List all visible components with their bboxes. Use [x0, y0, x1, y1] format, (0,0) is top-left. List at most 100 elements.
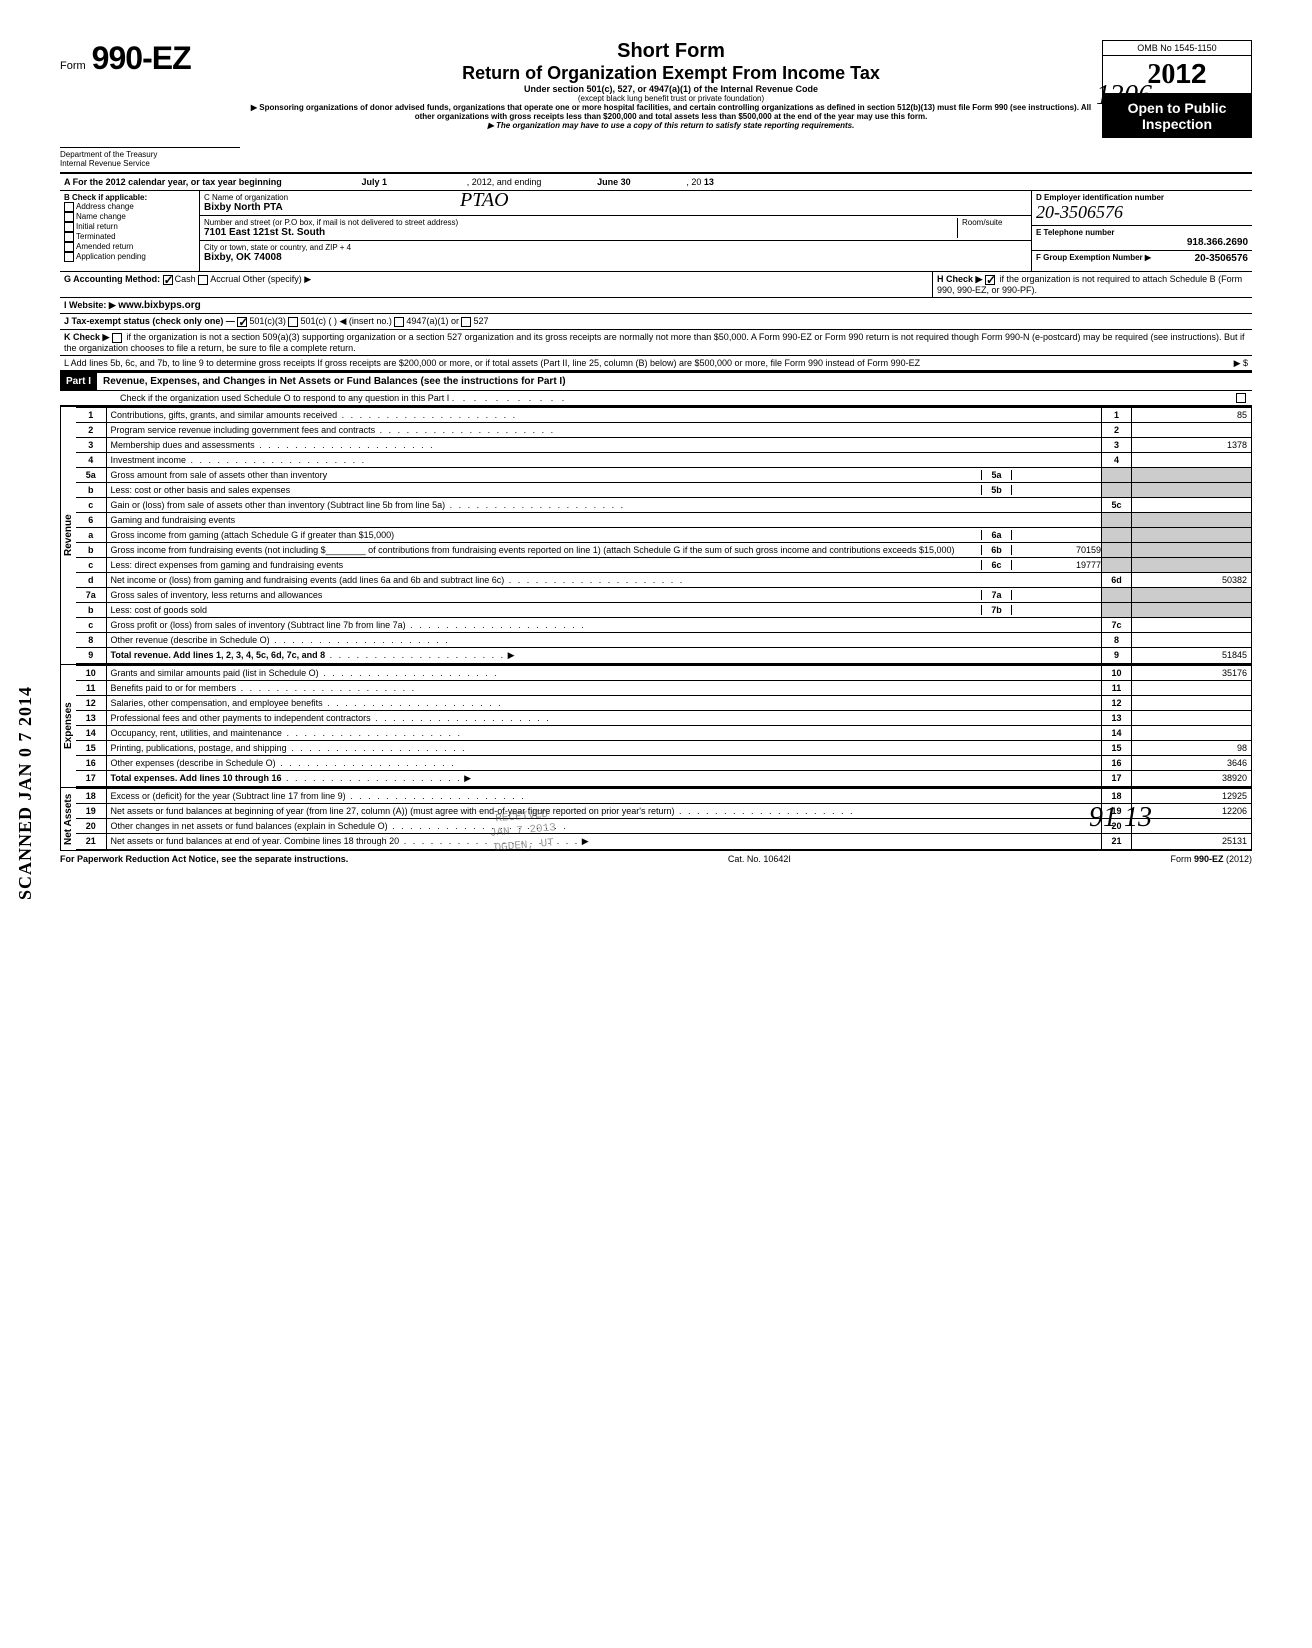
- line-19: 19Net assets or fund balances at beginni…: [76, 804, 1252, 819]
- line-13: 13Professional fees and other payments t…: [76, 711, 1252, 726]
- phone: 918.366.2690: [1036, 237, 1248, 248]
- ptao-handwritten: PTAO: [460, 189, 509, 212]
- line-7c: cGross profit or (loss) from sales of in…: [76, 618, 1252, 633]
- netassets-side-label: Net Assets: [60, 788, 76, 850]
- check-501c3[interactable]: [237, 317, 247, 327]
- org-name: Bixby North PTA: [204, 202, 283, 213]
- line-5c: cGain or (loss) from sale of assets othe…: [76, 498, 1252, 513]
- subtitle-2: (except black lung benefit trust or priv…: [250, 94, 1092, 103]
- line-2: 2Program service revenue including gover…: [76, 423, 1252, 438]
- c-label: C Name of organization: [204, 193, 288, 202]
- f-label: F Group Exemption Number ▶: [1036, 253, 1151, 262]
- line-1: 1Contributions, gifts, grants, and simil…: [76, 408, 1252, 423]
- check-initial-return[interactable]: [64, 222, 74, 232]
- form-number: 990-EZ: [92, 40, 191, 77]
- page-footer: For Paperwork Reduction Act Notice, see …: [60, 850, 1252, 864]
- line-11: 11Benefits paid to or for members11: [76, 681, 1252, 696]
- org-street: 7101 East 121st St. South: [204, 227, 325, 238]
- irs: Internal Revenue Service: [60, 159, 240, 168]
- part-1-header: Part I Revenue, Expenses, and Changes in…: [60, 372, 1252, 391]
- revenue-side-label: Revenue: [60, 407, 76, 664]
- expenses-side-label: Expenses: [60, 665, 76, 787]
- form-word: Form: [60, 60, 86, 72]
- check-address-change[interactable]: [64, 202, 74, 212]
- check-cash[interactable]: [163, 275, 173, 285]
- form-header: Form 990-EZ Department of the Treasury I…: [60, 40, 1252, 168]
- check-4947[interactable]: [394, 317, 404, 327]
- line-17: 17Total expenses. Add lines 10 through 1…: [76, 771, 1252, 787]
- j-label: J Tax-exempt status (check only one) —: [64, 316, 235, 326]
- line-8: 8Other revenue (describe in Schedule O)8: [76, 633, 1252, 648]
- line-5a: 5aGross amount from sale of assets other…: [76, 468, 1252, 483]
- line-5b: bLess: cost or other basis and sales exp…: [76, 483, 1252, 498]
- g-label: G Accounting Method:: [64, 274, 160, 284]
- check-name-change[interactable]: [64, 212, 74, 222]
- line-6: 6Gaming and fundraising events: [76, 513, 1252, 528]
- line-21: 21Net assets or fund balances at end of …: [76, 834, 1252, 850]
- b-label: B Check if applicable:: [64, 193, 195, 202]
- i-label: I Website: ▶: [64, 300, 116, 310]
- period-year: 13: [704, 177, 714, 187]
- line-15: 15Printing, publications, postage, and s…: [76, 741, 1252, 756]
- revenue-section: Revenue 1Contributions, gifts, grants, a…: [60, 406, 1252, 664]
- return-title: Return of Organization Exempt From Incom…: [250, 63, 1092, 84]
- line-7b: bLess: cost of goods sold7b: [76, 603, 1252, 618]
- check-amended[interactable]: [64, 242, 74, 252]
- line-16: 16Other expenses (describe in Schedule O…: [76, 756, 1252, 771]
- line-18: 18Excess or (deficit) for the year (Subt…: [76, 789, 1252, 804]
- expenses-section: Expenses 10Grants and similar amounts pa…: [60, 664, 1252, 787]
- subtitle-4: ▶ The organization may have to use a cop…: [250, 121, 1092, 130]
- d-label: D Employer identification number: [1036, 193, 1164, 202]
- e-label: E Telephone number: [1036, 228, 1115, 237]
- website: www.bixbyps.org: [118, 300, 200, 311]
- room-suite-label: Room/suite: [957, 218, 1027, 238]
- address-block: B Check if applicable: Address change Na…: [60, 191, 1252, 272]
- group-exemption: 20-3506576: [1195, 253, 1248, 264]
- line-12: 12Salaries, other compensation, and empl…: [76, 696, 1252, 711]
- check-terminated[interactable]: [64, 232, 74, 242]
- ein: 20-3506576: [1036, 202, 1123, 222]
- h-text: if the organization is not required to a…: [937, 274, 1242, 295]
- l-text: L Add lines 5b, 6c, and 7b, to line 9 to…: [64, 358, 920, 368]
- c-addr-label: Number and street (or P.O box, if mail i…: [204, 218, 458, 227]
- check-527[interactable]: [461, 317, 471, 327]
- dept-treasury: Department of the Treasury: [60, 147, 240, 159]
- check-accrual[interactable]: [198, 275, 208, 285]
- part1-check-text: Check if the organization used Schedule …: [120, 393, 449, 403]
- line-3: 3Membership dues and assessments31378: [76, 438, 1252, 453]
- subtitle-1: Under section 501(c), 527, or 4947(a)(1)…: [250, 84, 1092, 94]
- omb-number: OMB No 1545-1150: [1102, 40, 1252, 56]
- line-6a: aGross income from gaming (attach Schedu…: [76, 528, 1252, 543]
- check-k[interactable]: [112, 333, 122, 343]
- line-10: 10Grants and similar amounts paid (list …: [76, 666, 1252, 681]
- footer-right: Form 990-EZ (2012): [1170, 854, 1252, 864]
- line-14: 14Occupancy, rent, utilities, and mainte…: [76, 726, 1252, 741]
- scanned-stamp: SCANNED JAN 0 7 2014: [15, 686, 36, 900]
- line-7a: 7aGross sales of inventory, less returns…: [76, 588, 1252, 603]
- k-label: K Check ▶: [64, 332, 109, 342]
- line-6c: cLess: direct expenses from gaming and f…: [76, 558, 1252, 573]
- line-6d: dNet income or (loss) from gaming and fu…: [76, 573, 1252, 588]
- check-h[interactable]: [985, 275, 995, 285]
- line-a: A For the 2012 calendar year, or tax yea…: [60, 172, 1252, 191]
- check-application-pending[interactable]: [64, 252, 74, 262]
- check-part1-schedo[interactable]: [1236, 393, 1246, 403]
- c-city-label: City or town, state or country, and ZIP …: [204, 243, 351, 252]
- footer-mid: Cat. No. 10642I: [728, 854, 791, 864]
- subtitle-3: ▶ Sponsoring organizations of donor advi…: [250, 103, 1092, 121]
- handwritten-bottom: 91 13: [1089, 802, 1152, 834]
- footer-left: For Paperwork Reduction Act Notice, see …: [60, 854, 348, 864]
- h-label: H Check ▶: [937, 274, 982, 284]
- org-city: Bixby, OK 74008: [204, 252, 282, 263]
- line-4: 4Investment income4: [76, 453, 1252, 468]
- handwritten-top: 1306: [1096, 80, 1152, 112]
- line-6b: bGross income from fundraising events (n…: [76, 543, 1252, 558]
- k-text: if the organization is not a section 509…: [64, 332, 1245, 353]
- line-9: 9Total revenue. Add lines 1, 2, 3, 4, 5c…: [76, 648, 1252, 664]
- period-begin: July 1: [284, 177, 464, 187]
- check-501c[interactable]: [288, 317, 298, 327]
- l-arrow: ▶ $: [1234, 358, 1248, 369]
- period-end: June 30: [544, 177, 684, 187]
- netassets-section: Net Assets 18Excess or (deficit) for the…: [60, 787, 1252, 850]
- short-form-title: Short Form: [250, 40, 1092, 63]
